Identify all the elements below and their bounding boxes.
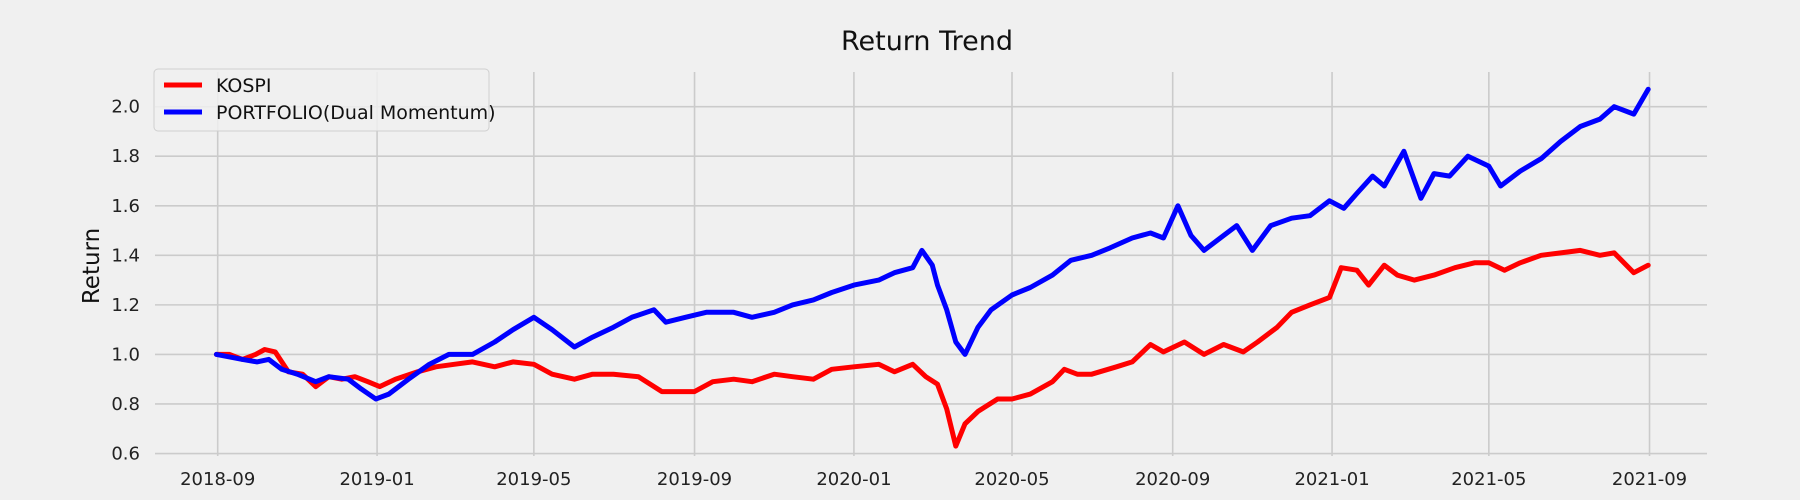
- x-tick-label: 2019-09: [657, 469, 732, 490]
- y-tick-label: 2.0: [111, 97, 140, 118]
- x-tick-label: 2021-05: [1451, 469, 1526, 490]
- x-tick-labels: 2018-09 2019-01 2019-05 2019-09 2020-01 2020-…: [180, 469, 1687, 490]
- series-line-portfolio-dual-momentum: [213, 86, 1651, 402]
- legend-label: PORTFOLIO(Dual Momentum): [216, 102, 496, 124]
- x-tick-label: 2020-05: [974, 469, 1049, 490]
- y-tick-label: 0.8: [111, 394, 140, 415]
- x-tick-label: 2019-01: [339, 469, 414, 490]
- x-tick-label: 2021-01: [1294, 469, 1369, 490]
- y-axis-title: Return: [79, 228, 105, 304]
- y-tick-label: 1.8: [111, 146, 140, 167]
- y-tick-label: 0.6: [111, 444, 140, 465]
- x-tick-label: 2019-05: [496, 469, 571, 490]
- y-tick-label: 1.2: [111, 295, 140, 316]
- series-layer: [213, 86, 1651, 449]
- chart-title: Return Trend: [841, 26, 1013, 57]
- x-tick-label: 2018-09: [180, 469, 255, 490]
- y-tick-label: 1.0: [111, 344, 140, 365]
- series-line-kospi: [213, 247, 1651, 449]
- y-tick-label: 1.4: [111, 245, 140, 266]
- x-tick-label: 2020-09: [1135, 469, 1210, 490]
- y-tick-label: 1.6: [111, 196, 140, 217]
- legend: KOSPI PORTFOLIO(Dual Momentum): [153, 68, 496, 132]
- y-tick-labels: 0.6 0.8 1.0 1.2 1.4 1.6 1.8 2.0: [111, 97, 140, 465]
- x-tick-label: 2020-01: [816, 469, 891, 490]
- legend-label: KOSPI: [216, 75, 272, 97]
- x-tick-label: 2021-09: [1612, 469, 1687, 490]
- grid-lines: [155, 72, 1707, 456]
- legend-box: [153, 68, 490, 132]
